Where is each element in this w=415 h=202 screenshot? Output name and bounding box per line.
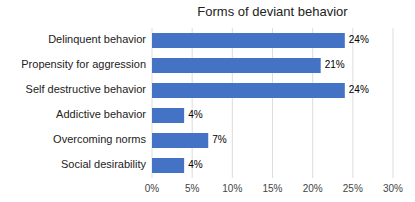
bar [152,158,184,173]
grid-line [312,28,313,178]
labels: Social desirability 4% Overcoming norms 7% A… [21,33,369,170]
tick-label: 30% [383,183,403,194]
category-label: Social desirability [61,158,146,170]
value-label: 24% [349,34,369,45]
bar [152,58,321,73]
tick-label: 15% [262,183,282,194]
value-label: 21% [325,59,345,70]
tick-label: 5% [185,183,200,194]
grid-line [393,28,394,178]
category-label: Self destructive behavior [26,83,147,95]
tick-label: 10% [222,183,242,194]
title: Forms of deviant behavior [197,4,348,19]
grid [152,28,393,178]
grid-line [232,28,233,178]
category-label: Overcoming norms [53,133,146,145]
value-label: 24% [349,84,369,95]
tick-label: 0% [145,183,160,194]
category-label: Addictive behavior [56,108,146,120]
grid-line [272,28,273,178]
grid-line [152,28,153,178]
value-label: 7% [212,134,227,145]
chart: Forms of deviant behavior 0% 5% 10% 15% 20% 25… [0,0,415,202]
value-label: 4% [188,109,203,120]
grid-line [192,28,193,178]
bars [152,33,345,173]
bar [152,33,345,48]
bar [152,108,184,123]
category-label: Propensity for aggression [21,58,146,70]
bar [152,83,345,98]
category-label: Delinquent behavior [48,33,146,45]
value-label: 4% [188,159,203,170]
tick-label: 25% [343,183,363,194]
grid-line [352,28,353,178]
bar [152,133,208,148]
tick-label: 20% [303,183,323,194]
